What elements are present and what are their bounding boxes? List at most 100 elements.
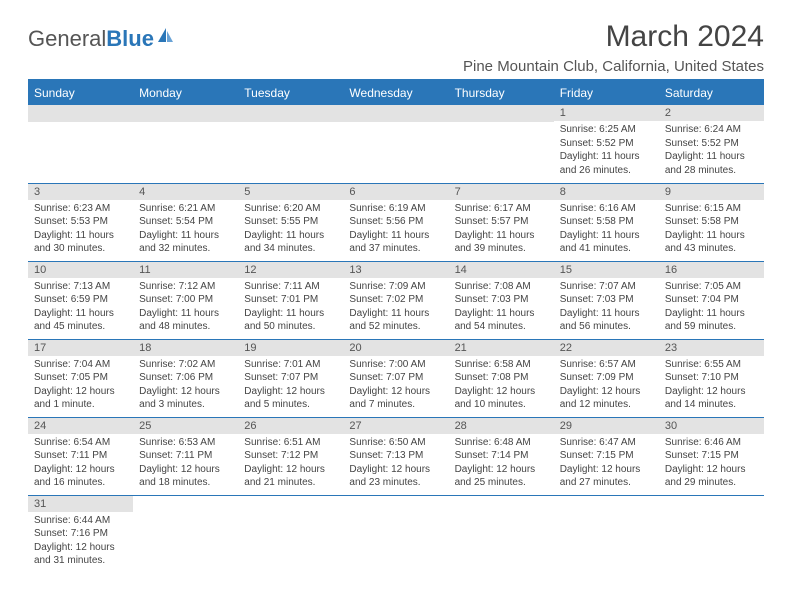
calendar-row: 31Sunrise: 6:44 AMSunset: 7:16 PMDayligh…: [28, 495, 764, 573]
day-number: 19: [238, 340, 343, 356]
calendar-cell: 28Sunrise: 6:48 AMSunset: 7:14 PMDayligh…: [449, 417, 554, 495]
day-number: 12: [238, 262, 343, 278]
calendar-cell: [133, 495, 238, 573]
logo: GeneralBlue: [28, 26, 176, 52]
day-data: Sunrise: 6:55 AMSunset: 7:10 PMDaylight:…: [659, 356, 764, 416]
dow-tuesday: Tuesday: [238, 81, 343, 105]
dow-row: Sunday Monday Tuesday Wednesday Thursday…: [28, 81, 764, 105]
calendar-cell: 12Sunrise: 7:11 AMSunset: 7:01 PMDayligh…: [238, 261, 343, 339]
calendar-cell: 14Sunrise: 7:08 AMSunset: 7:03 PMDayligh…: [449, 261, 554, 339]
day-data: Sunrise: 7:07 AMSunset: 7:03 PMDaylight:…: [554, 278, 659, 338]
month-title: March 2024: [606, 20, 764, 54]
day-data: Sunrise: 6:50 AMSunset: 7:13 PMDaylight:…: [343, 434, 448, 494]
calendar-cell: 16Sunrise: 7:05 AMSunset: 7:04 PMDayligh…: [659, 261, 764, 339]
calendar-cell: 6Sunrise: 6:19 AMSunset: 5:56 PMDaylight…: [343, 183, 448, 261]
calendar-cell: [659, 495, 764, 573]
day-data: Sunrise: 7:13 AMSunset: 6:59 PMDaylight:…: [28, 278, 133, 338]
day-data: Sunrise: 7:02 AMSunset: 7:06 PMDaylight:…: [133, 356, 238, 416]
calendar-row: 1Sunrise: 6:25 AMSunset: 5:52 PMDaylight…: [28, 105, 764, 183]
calendar-cell: 7Sunrise: 6:17 AMSunset: 5:57 PMDaylight…: [449, 183, 554, 261]
dow-saturday: Saturday: [659, 81, 764, 105]
calendar-cell: 4Sunrise: 6:21 AMSunset: 5:54 PMDaylight…: [133, 183, 238, 261]
calendar-cell: 18Sunrise: 7:02 AMSunset: 7:06 PMDayligh…: [133, 339, 238, 417]
day-data: Sunrise: 6:44 AMSunset: 7:16 PMDaylight:…: [28, 512, 133, 572]
dow-wednesday: Wednesday: [343, 81, 448, 105]
day-number: 4: [133, 184, 238, 200]
day-number: 20: [343, 340, 448, 356]
day-data: Sunrise: 6:46 AMSunset: 7:15 PMDaylight:…: [659, 434, 764, 494]
day-data: Sunrise: 6:25 AMSunset: 5:52 PMDaylight:…: [554, 121, 659, 181]
day-number: 7: [449, 184, 554, 200]
day-number: 5: [238, 184, 343, 200]
day-number: 21: [449, 340, 554, 356]
calendar-cell: 21Sunrise: 6:58 AMSunset: 7:08 PMDayligh…: [449, 339, 554, 417]
calendar-cell: [343, 105, 448, 183]
day-number: 16: [659, 262, 764, 278]
header: GeneralBlue March 2024: [28, 20, 764, 54]
day-data: Sunrise: 7:08 AMSunset: 7:03 PMDaylight:…: [449, 278, 554, 338]
day-number: 3: [28, 184, 133, 200]
day-number: 1: [554, 105, 659, 121]
calendar-cell: 8Sunrise: 6:16 AMSunset: 5:58 PMDaylight…: [554, 183, 659, 261]
dow-sunday: Sunday: [28, 81, 133, 105]
calendar-cell: 15Sunrise: 7:07 AMSunset: 7:03 PMDayligh…: [554, 261, 659, 339]
day-number: 15: [554, 262, 659, 278]
calendar-cell: [133, 105, 238, 183]
day-data: Sunrise: 6:24 AMSunset: 5:52 PMDaylight:…: [659, 121, 764, 181]
day-number: 22: [554, 340, 659, 356]
day-number: 18: [133, 340, 238, 356]
day-data: Sunrise: 6:17 AMSunset: 5:57 PMDaylight:…: [449, 200, 554, 260]
day-number: 8: [554, 184, 659, 200]
calendar-cell: [343, 495, 448, 573]
calendar-cell: [554, 495, 659, 573]
calendar-cell: 2Sunrise: 6:24 AMSunset: 5:52 PMDaylight…: [659, 105, 764, 183]
calendar-cell: 10Sunrise: 7:13 AMSunset: 6:59 PMDayligh…: [28, 261, 133, 339]
calendar-row: 24Sunrise: 6:54 AMSunset: 7:11 PMDayligh…: [28, 417, 764, 495]
day-data: Sunrise: 6:47 AMSunset: 7:15 PMDaylight:…: [554, 434, 659, 494]
dow-friday: Friday: [554, 81, 659, 105]
day-data: Sunrise: 7:09 AMSunset: 7:02 PMDaylight:…: [343, 278, 448, 338]
day-number: 25: [133, 418, 238, 434]
day-number: 24: [28, 418, 133, 434]
day-number: 30: [659, 418, 764, 434]
calendar-cell: 19Sunrise: 7:01 AMSunset: 7:07 PMDayligh…: [238, 339, 343, 417]
day-data: Sunrise: 7:01 AMSunset: 7:07 PMDaylight:…: [238, 356, 343, 416]
title-block: March 2024: [606, 20, 764, 54]
day-data: Sunrise: 6:15 AMSunset: 5:58 PMDaylight:…: [659, 200, 764, 260]
dow-thursday: Thursday: [449, 81, 554, 105]
day-data: Sunrise: 6:48 AMSunset: 7:14 PMDaylight:…: [449, 434, 554, 494]
calendar-cell: 22Sunrise: 6:57 AMSunset: 7:09 PMDayligh…: [554, 339, 659, 417]
calendar-cell: [238, 495, 343, 573]
calendar-cell: [449, 495, 554, 573]
calendar-cell: 25Sunrise: 6:53 AMSunset: 7:11 PMDayligh…: [133, 417, 238, 495]
day-data: Sunrise: 7:11 AMSunset: 7:01 PMDaylight:…: [238, 278, 343, 338]
calendar-cell: 30Sunrise: 6:46 AMSunset: 7:15 PMDayligh…: [659, 417, 764, 495]
calendar-row: 17Sunrise: 7:04 AMSunset: 7:05 PMDayligh…: [28, 339, 764, 417]
calendar-cell: 3Sunrise: 6:23 AMSunset: 5:53 PMDaylight…: [28, 183, 133, 261]
day-data: Sunrise: 6:23 AMSunset: 5:53 PMDaylight:…: [28, 200, 133, 260]
calendar-cell: 29Sunrise: 6:47 AMSunset: 7:15 PMDayligh…: [554, 417, 659, 495]
day-data: Sunrise: 6:21 AMSunset: 5:54 PMDaylight:…: [133, 200, 238, 260]
day-number: 11: [133, 262, 238, 278]
calendar-cell: 5Sunrise: 6:20 AMSunset: 5:55 PMDaylight…: [238, 183, 343, 261]
day-data: Sunrise: 6:58 AMSunset: 7:08 PMDaylight:…: [449, 356, 554, 416]
calendar-cell: 26Sunrise: 6:51 AMSunset: 7:12 PMDayligh…: [238, 417, 343, 495]
logo-sail-icon: [156, 26, 176, 44]
logo-text-1: General: [28, 26, 106, 52]
day-data: Sunrise: 6:51 AMSunset: 7:12 PMDaylight:…: [238, 434, 343, 494]
location: Pine Mountain Club, California, United S…: [28, 58, 764, 81]
calendar-cell: 20Sunrise: 7:00 AMSunset: 7:07 PMDayligh…: [343, 339, 448, 417]
day-data: Sunrise: 7:00 AMSunset: 7:07 PMDaylight:…: [343, 356, 448, 416]
day-number: 6: [343, 184, 448, 200]
day-number-empty: [133, 105, 238, 122]
day-number: 29: [554, 418, 659, 434]
day-data: Sunrise: 6:57 AMSunset: 7:09 PMDaylight:…: [554, 356, 659, 416]
logo-text-2: Blue: [106, 26, 154, 52]
day-number: 23: [659, 340, 764, 356]
calendar-cell: [28, 105, 133, 183]
calendar-cell: 11Sunrise: 7:12 AMSunset: 7:00 PMDayligh…: [133, 261, 238, 339]
calendar-cell: 24Sunrise: 6:54 AMSunset: 7:11 PMDayligh…: [28, 417, 133, 495]
day-number: 26: [238, 418, 343, 434]
day-data: Sunrise: 6:54 AMSunset: 7:11 PMDaylight:…: [28, 434, 133, 494]
calendar-row: 3Sunrise: 6:23 AMSunset: 5:53 PMDaylight…: [28, 183, 764, 261]
